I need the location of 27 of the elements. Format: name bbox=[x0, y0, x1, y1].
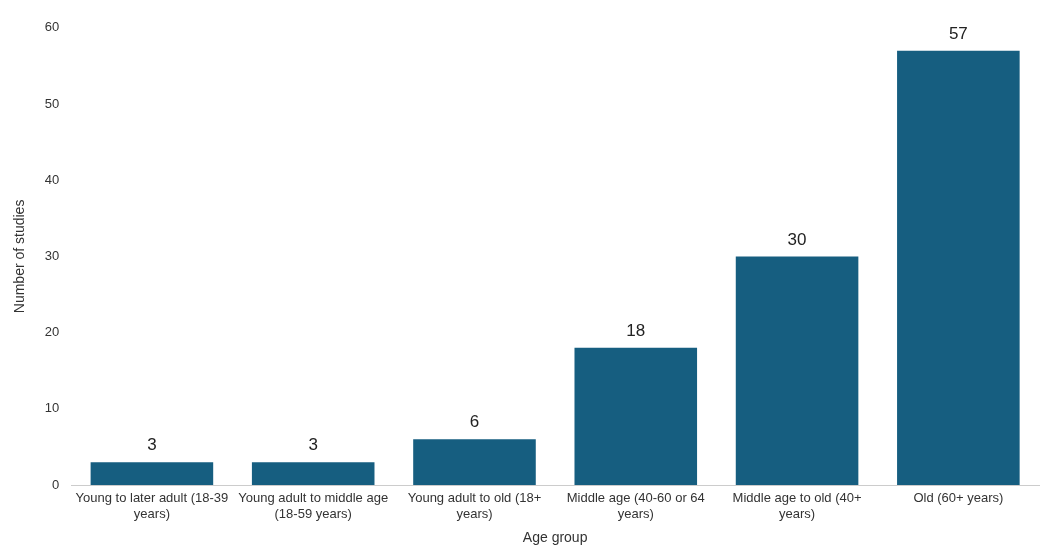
x-tick-label: Middle age to old (40+ years) bbox=[732, 490, 862, 521]
x-tick-label: Old (60+ years) bbox=[913, 490, 1004, 506]
y-tick-label: 40 bbox=[44, 171, 60, 187]
y-tick-label: 0 bbox=[52, 476, 60, 492]
y-tick-label: 20 bbox=[44, 324, 60, 340]
bar bbox=[735, 256, 859, 485]
data-label: 57 bbox=[948, 23, 968, 43]
data-label: 6 bbox=[469, 412, 480, 432]
data-label: 3 bbox=[147, 435, 157, 455]
x-tick-label: Young adult to middle age (18-59 years) bbox=[238, 490, 389, 521]
bar bbox=[413, 439, 536, 485]
y-tick-label: 30 bbox=[44, 247, 60, 263]
bar bbox=[574, 347, 698, 485]
bar bbox=[897, 50, 1020, 485]
bar bbox=[90, 462, 214, 485]
bar bbox=[251, 462, 375, 485]
data-label: 3 bbox=[308, 435, 318, 455]
x-tick-label: Young adult to old (18+ years) bbox=[407, 490, 542, 521]
x-axis-title: Age group bbox=[522, 529, 588, 546]
y-axis-title: Number of studies bbox=[11, 199, 28, 314]
y-tick-label: 50 bbox=[44, 95, 60, 111]
x-tick-label: Middle age (40-60 or 64 years) bbox=[566, 490, 705, 521]
x-tick-label: Young to later adult (18-39 years) bbox=[75, 490, 229, 521]
y-tick-label: 10 bbox=[44, 400, 60, 416]
data-label: 18 bbox=[626, 321, 646, 341]
data-label: 30 bbox=[787, 229, 807, 249]
y-tick-label: 60 bbox=[44, 19, 60, 35]
